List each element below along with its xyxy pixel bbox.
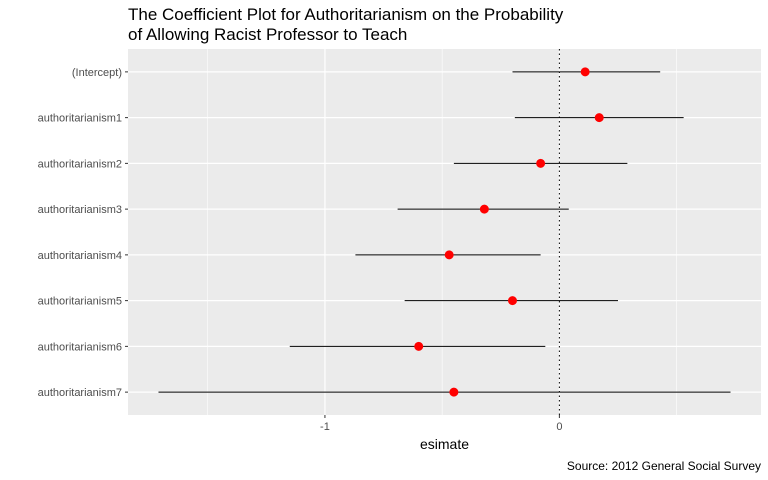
x-tick-label-1: 0: [556, 421, 562, 433]
estimate-point-5: [507, 296, 517, 306]
x-axis-label: esimate: [419, 436, 470, 452]
y-tick-label-3: authoritarianism3: [38, 204, 122, 216]
estimate-point-7: [449, 387, 459, 397]
y-tick-label-0: (Intercept): [72, 67, 122, 79]
estimate-point-3: [479, 204, 489, 214]
estimate-point-4: [444, 250, 454, 260]
y-tick-label-6: authoritarianism6: [38, 341, 122, 353]
x-tick-label-0: -1: [320, 421, 330, 433]
estimate-point-0: [580, 67, 590, 77]
y-tick-label-5: authoritarianism5: [38, 296, 122, 308]
chart-title-line-2: of Allowing Racist Professor to Teach: [128, 25, 408, 44]
chart-title: The Coefficient Plot for Authoritarianis…: [128, 5, 563, 45]
estimate-point-1: [594, 113, 604, 123]
y-tick-label-7: authoritarianism7: [38, 387, 122, 399]
estimate-point-2: [536, 158, 546, 168]
y-tick-label-4: authoritarianism4: [38, 250, 122, 262]
source-caption: Source: 2012 General Social Survey: [566, 459, 761, 473]
chart-title-line-1: The Coefficient Plot for Authoritarianis…: [128, 5, 564, 24]
plot-panel: [128, 49, 761, 415]
y-tick-label-1: authoritarianism1: [38, 113, 122, 125]
estimate-point-6: [414, 341, 424, 351]
y-tick-label-2: authoritarianism2: [38, 158, 122, 170]
